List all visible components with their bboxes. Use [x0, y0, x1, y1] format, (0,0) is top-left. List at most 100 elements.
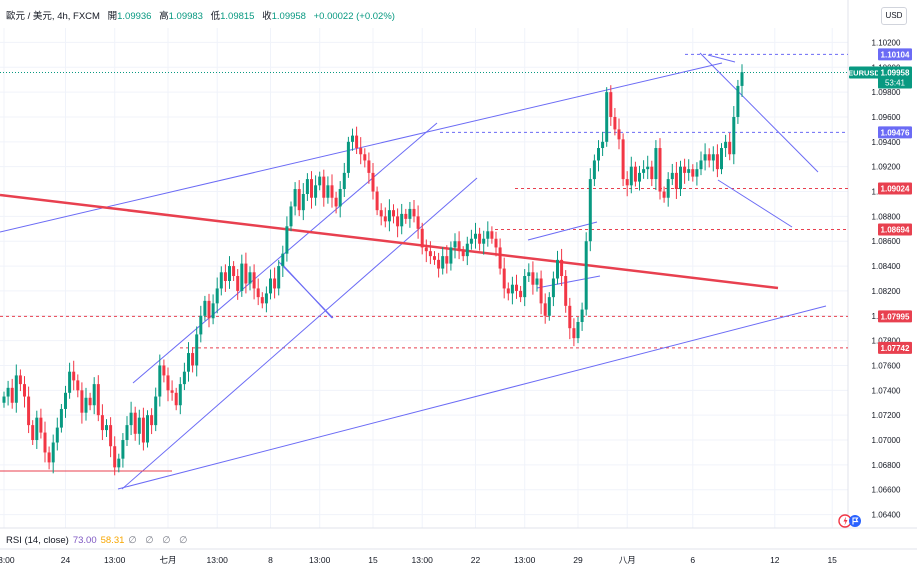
y-tick-label: 1.06600: [872, 486, 901, 495]
candle-body: [51, 442, 55, 463]
candle-body: [338, 189, 342, 207]
candle-body: [76, 380, 80, 391]
price-level-tag-label: 1.08694: [881, 226, 910, 235]
candle-body: [256, 288, 260, 298]
trend-line: [132, 122, 438, 384]
candle-body: [592, 160, 596, 180]
candle-body: [724, 141, 728, 149]
candle-body: [39, 417, 43, 433]
candle-body: [621, 139, 625, 180]
candle-body: [482, 238, 486, 244]
y-tick-label: 1.07600: [872, 361, 901, 370]
symbol-title[interactable]: 歐元 / 美元, 4h, FXCM: [6, 11, 100, 22]
candle-body: [646, 166, 650, 170]
candle-body: [539, 278, 543, 304]
rsi-ma-value: 58.31: [100, 535, 125, 546]
candle-body: [84, 397, 88, 413]
trend-line: [527, 221, 598, 241]
candle-body: [707, 154, 711, 161]
lightning-icon-glyph: [843, 516, 848, 526]
currency-button[interactable]: USD: [881, 7, 907, 25]
trend-line: [117, 305, 827, 490]
price-level-tag-label: 1.07995: [881, 312, 910, 321]
candle-body: [305, 179, 309, 195]
candle-body: [502, 268, 506, 289]
candle-body: [478, 233, 482, 244]
rsi-legend[interactable]: RSI (14, close) 73.00 58.31 ∅ ∅ ∅ ∅: [6, 535, 190, 546]
candle-body: [371, 172, 375, 192]
candle-body: [543, 303, 547, 316]
candle-body: [277, 266, 281, 289]
candle-body: [55, 427, 59, 443]
candle-body: [433, 256, 436, 260]
candle-body: [133, 412, 137, 434]
candle-body: [387, 210, 391, 222]
candle-body: [560, 259, 564, 277]
candle-body: [64, 392, 67, 409]
candle-body: [113, 446, 117, 468]
candle-body: [88, 397, 92, 406]
candle-body: [629, 166, 633, 186]
candle-body: [150, 415, 154, 426]
candle-body: [18, 375, 22, 385]
countdown-label: 53:41: [885, 78, 906, 87]
candle-body: [129, 412, 133, 426]
y-tick-label: 1.06400: [872, 511, 901, 520]
candle-body: [740, 72, 744, 86]
candle-body: [728, 141, 732, 155]
candle-body: [293, 189, 297, 207]
candle-body: [683, 166, 687, 173]
flag-icon-glyph: [852, 517, 859, 525]
x-tick-label: 8: [268, 555, 273, 565]
candle-body: [679, 166, 682, 190]
candle-body: [617, 129, 621, 140]
candle-body: [80, 390, 84, 413]
candle-body: [285, 226, 289, 254]
candle-body: [408, 208, 412, 219]
candle-body: [141, 417, 145, 443]
candle-body: [310, 179, 313, 198]
price-level-tag: [878, 182, 912, 195]
candle-body: [506, 288, 510, 294]
x-tick-label: 13:00: [104, 555, 126, 565]
price-level-tag-label: 1.09476: [881, 128, 910, 137]
close-value: 1.09958: [271, 11, 306, 22]
price-level-tag-label: 1.09024: [881, 185, 910, 194]
event-icons[interactable]: [838, 513, 864, 529]
candle-body: [453, 241, 457, 248]
candle-body: [691, 169, 695, 177]
candle-body: [359, 148, 363, 155]
high-value: 1.09983: [168, 11, 203, 22]
candle-body: [174, 392, 178, 406]
candle-body: [490, 231, 494, 239]
candle-body: [428, 251, 432, 257]
candle-body: [720, 148, 723, 170]
candle-body: [441, 256, 445, 269]
trend-line: [280, 262, 333, 319]
candle-body: [699, 160, 703, 170]
candle-body: [531, 272, 535, 285]
candle-body: [576, 321, 580, 339]
candle-body: [228, 266, 231, 281]
red-trend-line: [0, 193, 779, 290]
candle-body: [666, 179, 670, 198]
candle-body: [515, 284, 518, 291]
y-tick-label: 1.09400: [872, 138, 901, 147]
candle-body: [117, 458, 121, 468]
flag-icon: [849, 515, 861, 527]
candle-body: [670, 172, 674, 180]
close-label: 收: [262, 11, 272, 22]
candle-body: [445, 256, 449, 264]
price-level-tag: [878, 48, 912, 61]
candle-body: [252, 272, 256, 289]
candle-body: [588, 179, 592, 242]
candle-body: [23, 384, 26, 397]
candle-body: [510, 284, 514, 294]
candle-body: [416, 216, 420, 229]
candle-body: [2, 396, 6, 403]
y-tick-label: 1.08800: [872, 212, 901, 221]
candle-body: [367, 160, 371, 173]
candle-body: [650, 166, 654, 180]
high-label: 高: [159, 11, 169, 22]
